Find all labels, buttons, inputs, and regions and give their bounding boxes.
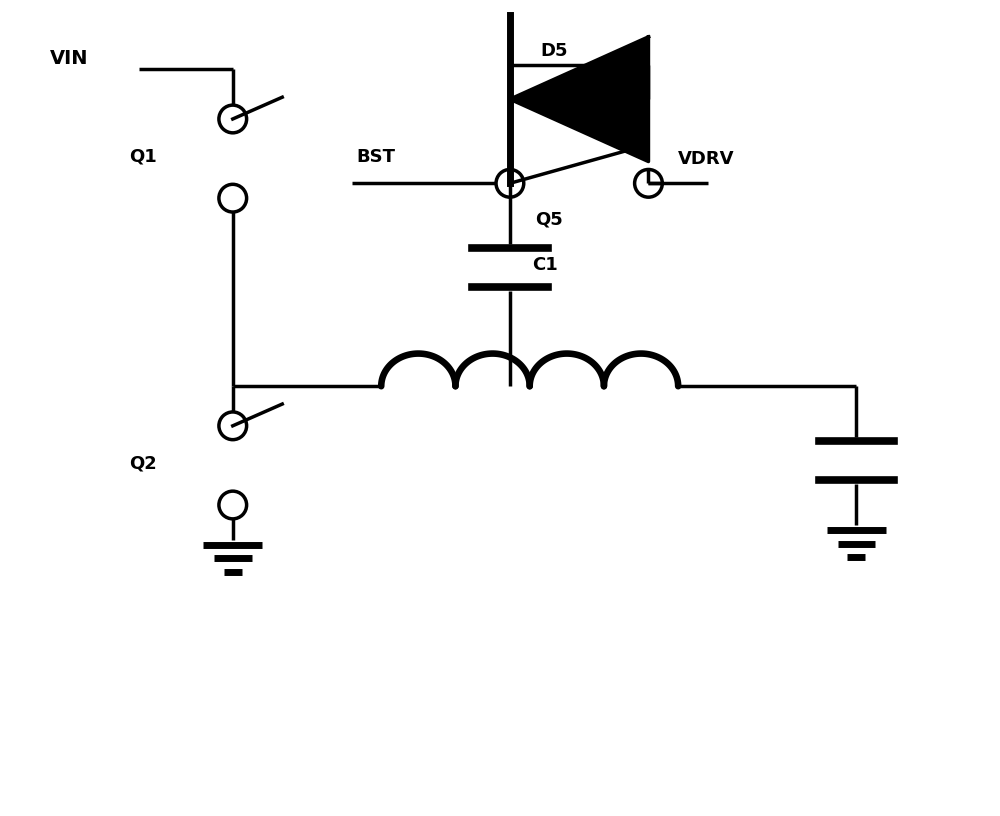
Text: Q1: Q1	[129, 148, 157, 166]
Text: C1: C1	[532, 256, 557, 274]
Polygon shape	[510, 37, 648, 162]
Text: Q5: Q5	[536, 210, 563, 228]
Text: BST: BST	[356, 149, 395, 166]
Text: D5: D5	[541, 42, 568, 60]
Text: VDRV: VDRV	[678, 150, 735, 168]
Text: Q2: Q2	[129, 455, 157, 472]
Text: VIN: VIN	[50, 48, 88, 68]
